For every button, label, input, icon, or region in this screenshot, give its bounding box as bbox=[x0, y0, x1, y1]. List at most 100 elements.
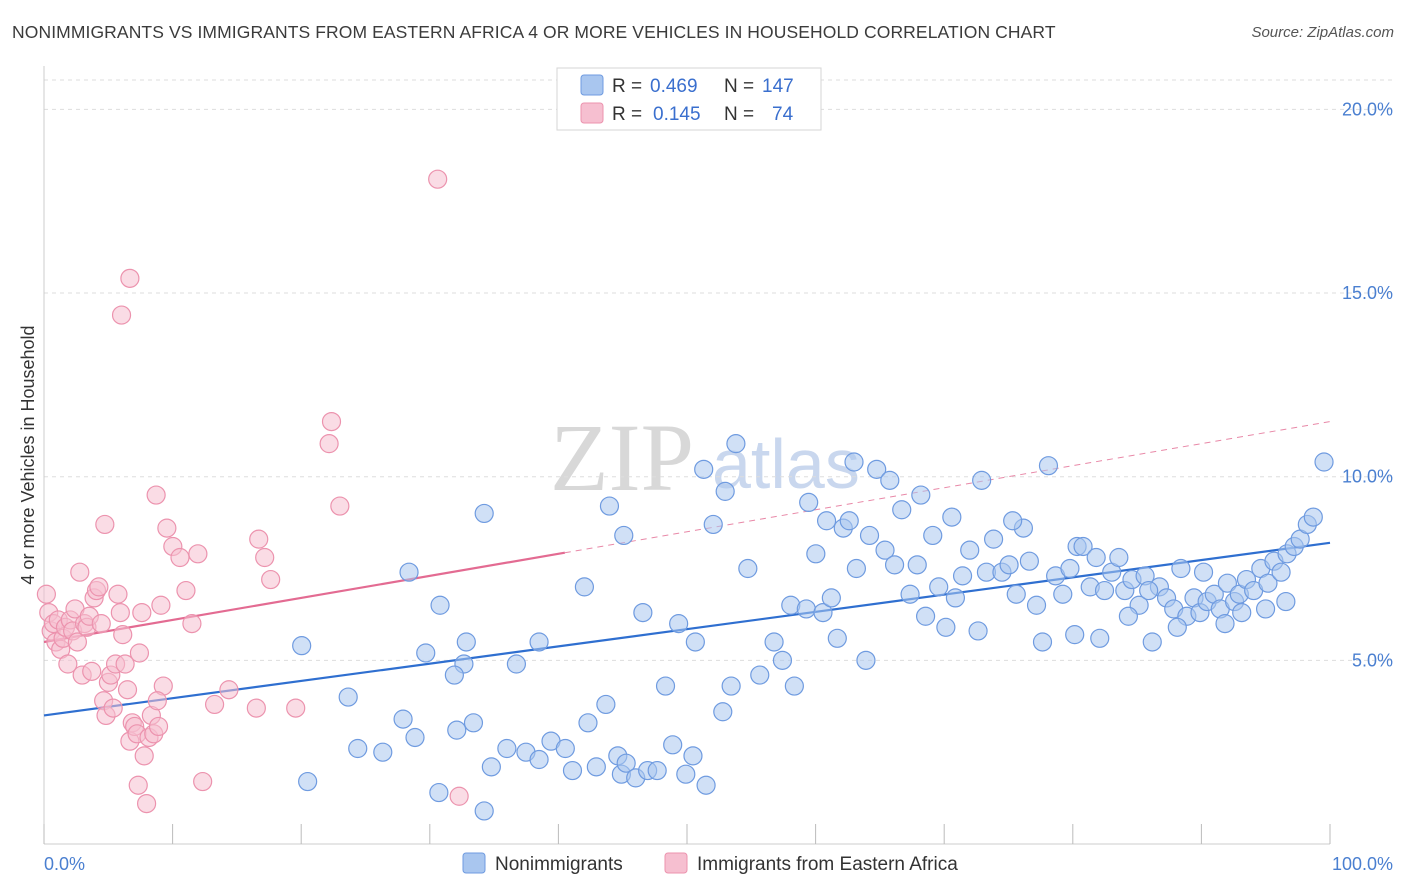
nonimmigrants-point bbox=[1139, 580, 1159, 601]
immigrants-point bbox=[91, 614, 111, 634]
nonimmigrants-point bbox=[827, 628, 847, 648]
x-tick-min: 0.0% bbox=[44, 854, 85, 874]
nonimmigrants-point bbox=[1217, 573, 1238, 593]
legend-blue-swatch bbox=[580, 74, 604, 96]
immigrants-point bbox=[193, 771, 213, 792]
immigrants-point bbox=[136, 793, 157, 814]
nonimmigrants-point bbox=[1167, 617, 1187, 637]
bottom-legend-nonimmigrants: Nonimmigrants bbox=[495, 854, 623, 875]
nonimmigrants-point bbox=[839, 511, 859, 531]
immigrants-point bbox=[330, 496, 350, 516]
chart-source: Source: ZipAtlas.com bbox=[1251, 24, 1394, 41]
nonimmigrants-point bbox=[713, 702, 733, 722]
legend-r-value-blue: 0.469 bbox=[650, 76, 698, 97]
chart-title: NONIMMIGRANTS VS IMMIGRANTS FROM EASTERN… bbox=[12, 22, 1056, 42]
nonimmigrants-point bbox=[968, 621, 988, 641]
nonimmigrants-points bbox=[292, 434, 1334, 821]
immigrants-points bbox=[36, 169, 469, 814]
nonimmigrants-point bbox=[447, 720, 467, 740]
immigrants-point bbox=[321, 411, 342, 432]
nonimmigrants-point bbox=[429, 782, 449, 803]
nonimmigrants-point bbox=[900, 584, 920, 604]
immigrants-point bbox=[182, 614, 202, 634]
nonimmigrants-point bbox=[1094, 580, 1115, 601]
nonimmigrants-point bbox=[1086, 547, 1106, 568]
y-axis-label: 4 or more Vehicles in Household bbox=[18, 325, 38, 584]
nonimmigrants-point bbox=[721, 676, 741, 696]
nonimmigrants-point bbox=[884, 555, 905, 575]
nonimmigrants-point bbox=[715, 481, 735, 501]
nonimmigrants-point bbox=[880, 470, 900, 490]
nonimmigrants-point bbox=[1215, 614, 1235, 634]
nonimmigrants-point bbox=[348, 738, 368, 759]
nonimmigrants-point bbox=[633, 602, 653, 623]
nonimmigrants-point bbox=[393, 709, 413, 729]
nonimmigrants-point bbox=[1109, 547, 1129, 568]
immigrants-point bbox=[151, 595, 171, 615]
y-tick-label: 20.0% bbox=[1342, 99, 1393, 119]
nonimmigrants-point bbox=[578, 713, 598, 733]
nonimmigrants-point bbox=[867, 459, 887, 479]
nonimmigrants-point bbox=[616, 753, 636, 773]
nonimmigrants-point bbox=[683, 746, 703, 766]
immigrants-point bbox=[128, 775, 148, 795]
nonimmigrants-point bbox=[846, 558, 866, 579]
nonimmigrants-point bbox=[1003, 511, 1023, 531]
legend-r-value-pink: 0.145 bbox=[653, 104, 701, 125]
nonimmigrants-point bbox=[694, 459, 714, 479]
nonimmigrants-point bbox=[506, 654, 527, 674]
nonimmigrants-point bbox=[999, 555, 1019, 575]
nonimmigrants-point bbox=[444, 665, 464, 685]
nonimmigrants-point bbox=[907, 555, 927, 575]
nonimmigrants-point bbox=[738, 558, 758, 579]
immigrants-point bbox=[134, 746, 154, 766]
nonimmigrants-point bbox=[816, 511, 837, 531]
nonimmigrants-point bbox=[614, 525, 634, 546]
immigrants-trend-line bbox=[43, 551, 566, 644]
immigrants-point bbox=[132, 602, 152, 623]
nonimmigrants-point bbox=[647, 760, 667, 781]
bottom-legend-pink-swatch bbox=[664, 852, 688, 874]
nonimmigrants-point bbox=[703, 514, 723, 535]
nonimmigrants-point bbox=[663, 735, 683, 755]
immigrants-point bbox=[319, 434, 339, 454]
nonimmigrants-point bbox=[292, 636, 312, 656]
immigrants-point bbox=[261, 569, 281, 590]
bottom-legend: Nonimmigrants Immigrants from Eastern Af… bbox=[462, 852, 958, 875]
nonimmigrants-point bbox=[945, 588, 966, 608]
nonimmigrants-point bbox=[1255, 599, 1276, 619]
immigrants-point bbox=[148, 716, 169, 737]
nonimmigrants-point bbox=[456, 632, 476, 652]
nonimmigrants-point bbox=[915, 606, 936, 626]
nonimmigrants-point bbox=[892, 500, 912, 520]
nonimmigrants-point bbox=[1006, 584, 1026, 604]
nonimmigrants-point bbox=[911, 485, 931, 505]
nonimmigrants-point bbox=[1118, 606, 1138, 626]
immigrants-point bbox=[146, 485, 166, 505]
nonimmigrants-point bbox=[596, 694, 616, 715]
immigrants-point bbox=[246, 698, 266, 718]
bottom-legend-immigrants: Immigrants from Eastern Africa bbox=[697, 854, 958, 875]
legend-r-label-pink: R = bbox=[612, 104, 642, 125]
nonimmigrants-point bbox=[821, 588, 841, 608]
y-tick-labels: 5.0% 10.0% 15.0% 20.0% bbox=[1342, 99, 1393, 670]
immigrants-point bbox=[58, 654, 78, 674]
nonimmigrants-point bbox=[463, 713, 484, 733]
y-tick-label: 5.0% bbox=[1352, 650, 1393, 670]
nonimmigrants-point bbox=[529, 749, 549, 770]
nonimmigrants-point bbox=[430, 595, 450, 615]
nonimmigrants-point bbox=[1142, 632, 1162, 652]
nonimmigrants-point bbox=[1193, 562, 1214, 582]
y-tick-label: 15.0% bbox=[1342, 283, 1393, 303]
nonimmigrants-point bbox=[696, 775, 716, 795]
nonimmigrants-point bbox=[972, 470, 992, 490]
nonimmigrants-point bbox=[669, 614, 689, 634]
immigrants-point bbox=[103, 698, 123, 718]
bottom-legend-blue-swatch bbox=[462, 852, 486, 874]
legend-n-label-blue: N = bbox=[724, 76, 754, 97]
nonimmigrants-point bbox=[373, 742, 393, 762]
immigrants-point bbox=[120, 268, 140, 288]
nonimmigrants-point bbox=[1090, 628, 1110, 648]
nonimmigrants-point bbox=[1065, 625, 1085, 645]
